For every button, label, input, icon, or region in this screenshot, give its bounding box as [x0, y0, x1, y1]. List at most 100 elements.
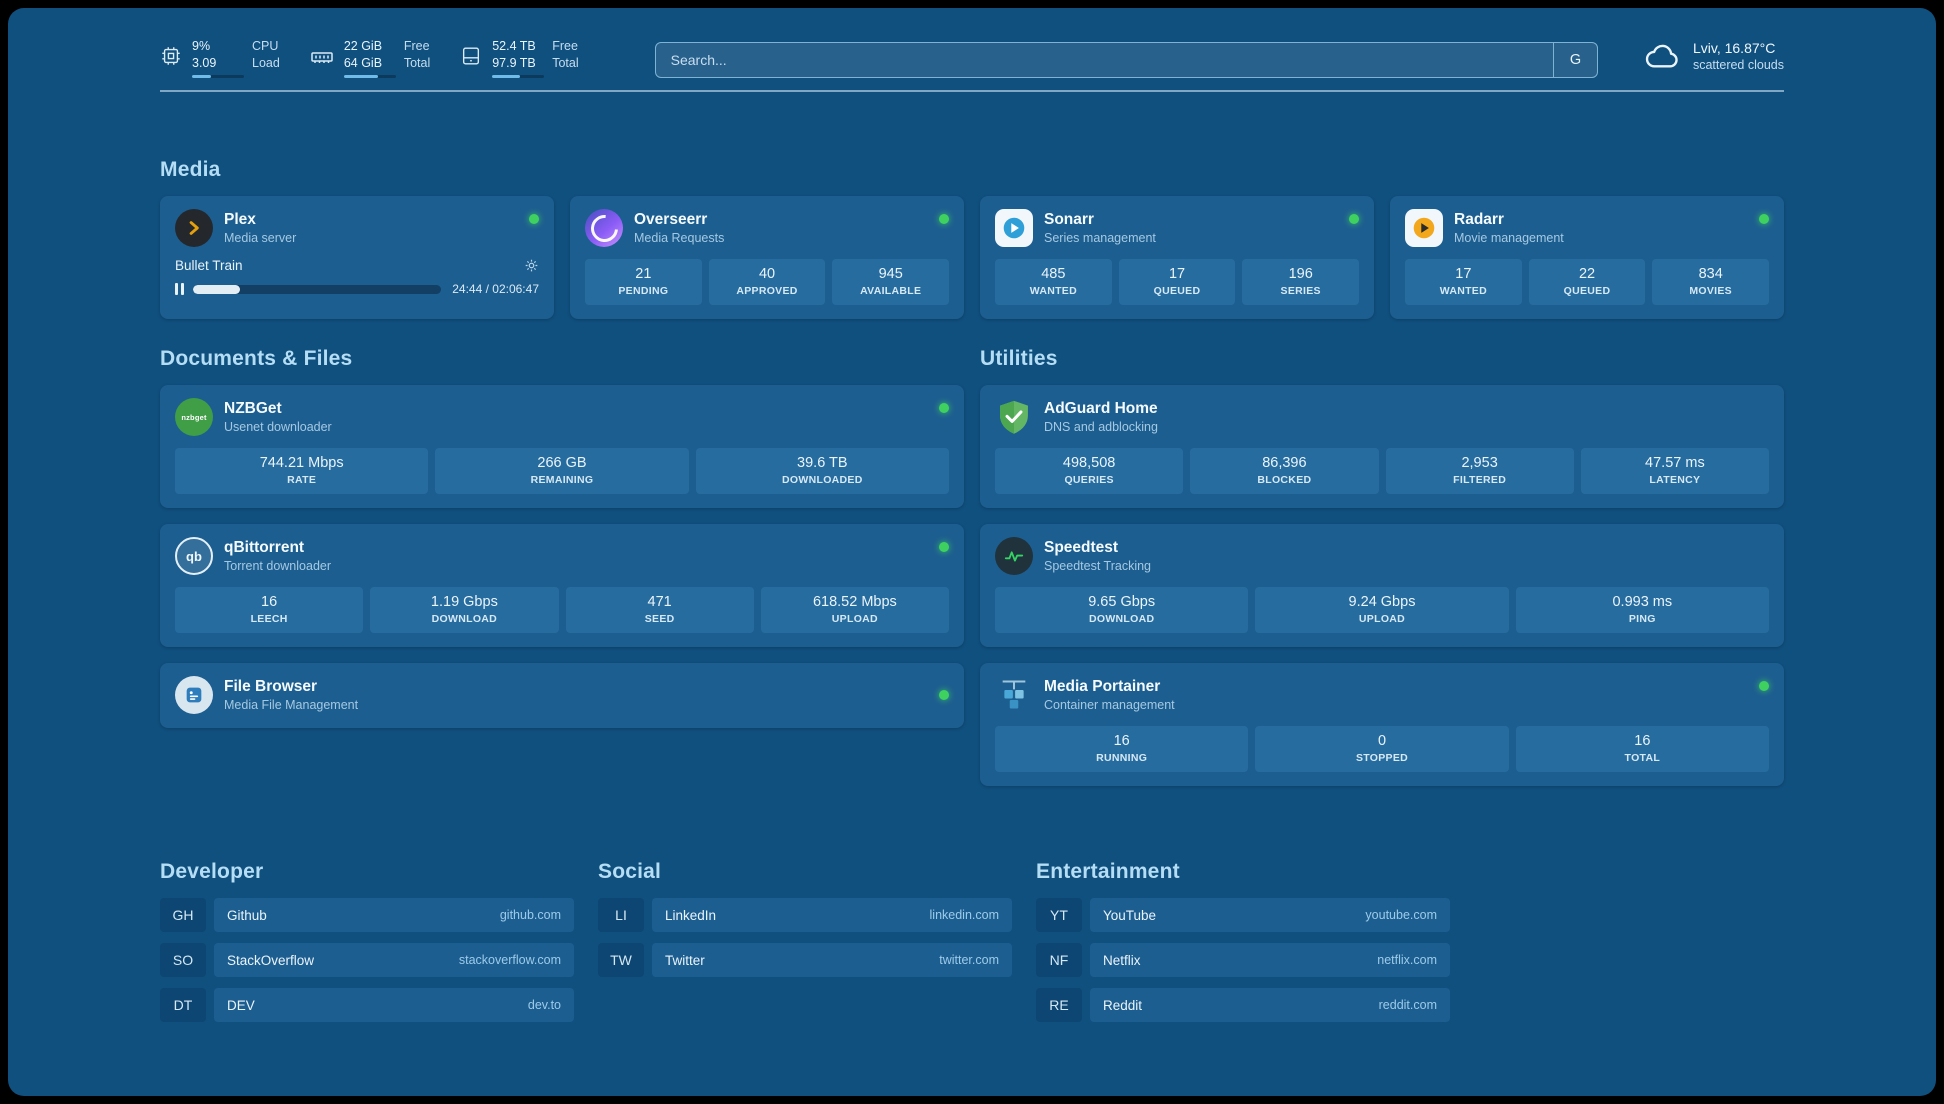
section-title-entertainment: Entertainment [1036, 860, 1180, 883]
now-playing-title: Bullet Train [175, 258, 243, 273]
portainer-icon [995, 676, 1033, 714]
stat-latency: 47.57 ms LATENCY [1580, 448, 1769, 494]
memory-total-value: 64 GiB [343, 55, 383, 70]
cpu-icon [160, 45, 182, 67]
stat-queued: 22 QUEUED [1528, 259, 1646, 305]
bookmark-youtube[interactable]: YT YouTube youtube.com [1036, 898, 1450, 932]
app-card-portainer[interactable]: Media Portainer Container management 16 R… [980, 663, 1784, 786]
stat-series: 196 SERIES [1242, 259, 1360, 305]
bookmark-name: YouTube [1103, 907, 1157, 923]
cpu-load-label: Load [252, 55, 280, 70]
search-bar: G [654, 42, 1598, 78]
bookmark-twitter[interactable]: TW Twitter twitter.com [598, 943, 1012, 977]
filebrowser-icon [175, 676, 213, 714]
app-card-radarr[interactable]: Radarr Movie management 17 WANTED 22 QUEUE… [1390, 196, 1784, 319]
bookmark-stackoverflow[interactable]: SO StackOverflow stackoverflow.com [160, 943, 574, 977]
bookmark-github[interactable]: GH Github github.com [160, 898, 574, 932]
plex-icon [175, 209, 213, 247]
bookmark-abbr: YT [1036, 898, 1082, 932]
app-name: Sonarr [1044, 211, 1094, 228]
section-title-utilities: Utilities [980, 347, 1058, 370]
app-subtitle: Media Requests [634, 231, 725, 245]
radarr-icon [1405, 209, 1443, 247]
search-input[interactable] [655, 43, 1553, 77]
memory-total-label: Total [403, 55, 431, 70]
app-card-nzbget[interactable]: nzbget NZBGet Usenet downloader 744.21 M… [160, 385, 964, 508]
section-title-developer: Developer [160, 860, 264, 883]
status-dot [939, 214, 949, 224]
bookmark-name: Twitter [665, 952, 705, 968]
bookmark-abbr: TW [598, 943, 644, 977]
weather-condition: scattered clouds [1692, 58, 1784, 72]
app-name: Radarr [1454, 211, 1504, 228]
app-card-speedtest[interactable]: Speedtest Speedtest Tracking 9.65 Gbps DO… [980, 524, 1784, 647]
stat-stopped: 0 STOPPED [1255, 726, 1509, 772]
status-dot [939, 690, 949, 700]
app-card-adguard[interactable]: AdGuard Home DNS and adblocking 498,508 Q… [980, 385, 1784, 508]
memory-free-label: Free [403, 39, 430, 53]
storage-total-label: Total [552, 55, 579, 70]
top-bar: 9% 3.09 CPU Load 22 GiB 64 GiB [160, 38, 1784, 78]
disk-icon [460, 45, 482, 67]
bookmark-reddit[interactable]: RE Reddit reddit.com [1036, 988, 1450, 1022]
status-dot [939, 403, 949, 413]
bookmark-linkedin[interactable]: LI LinkedIn linkedin.com [598, 898, 1012, 932]
ram-icon [310, 45, 334, 69]
cpu-label: CPU [252, 39, 279, 53]
bookmark-url: linkedin.com [929, 908, 999, 922]
gear-icon[interactable] [524, 258, 539, 273]
section-title-documents: Documents & Files [160, 347, 353, 370]
bookmark-url: dev.to [527, 998, 561, 1012]
stat-movies: 834 MOVIES [1652, 259, 1770, 305]
dashboard: 9% 3.09 CPU Load 22 GiB 64 GiB [8, 8, 1936, 1096]
app-name: Speedtest [1044, 539, 1119, 556]
bookmark-abbr: DT [160, 988, 206, 1022]
app-card-qbittorrent[interactable]: qb qBittorrent Torrent downloader 16 LEEC… [160, 524, 964, 647]
cpu-widget: 9% 3.09 CPU Load [160, 38, 280, 78]
bookmark-dev[interactable]: DT DEV dev.to [160, 988, 574, 1022]
cpu-load-value: 3.09 [192, 55, 217, 70]
status-dot [1349, 214, 1359, 224]
stat-total: 16 TOTAL [1515, 726, 1769, 772]
memory-usage-bar [343, 74, 396, 78]
weather-widget: Lviv, 16.87°C scattered clouds [1644, 40, 1784, 72]
stat-queued: 17 QUEUED [1118, 259, 1236, 305]
playback-time: 24:44 / 02:06:47 [452, 282, 539, 296]
app-subtitle: Media server [224, 231, 297, 245]
bookmark-url: netflix.com [1377, 953, 1437, 967]
search-engine-button[interactable]: G [1552, 43, 1597, 77]
storage-usage-bar [492, 74, 545, 78]
storage-free-label: Free [552, 39, 578, 53]
app-card-sonarr[interactable]: Sonarr Series management 485 WANTED 17 QUE… [980, 196, 1374, 319]
app-name: Plex [224, 211, 256, 228]
bookmark-url: youtube.com [1365, 908, 1437, 922]
stat-rate: 744.21 Mbps RATE [175, 448, 429, 494]
playback-progress-bar[interactable] [193, 284, 442, 294]
app-name: File Browser [224, 678, 318, 695]
sonarr-icon [995, 209, 1033, 247]
bookmark-abbr: GH [160, 898, 206, 932]
stat-blocked: 86,396 BLOCKED [1190, 448, 1379, 494]
bookmark-name: Netflix [1103, 952, 1141, 968]
stat-seed: 471 SEED [565, 587, 754, 633]
app-subtitle: Torrent downloader [224, 559, 332, 573]
stat-upload: 618.52 Mbps UPLOAD [760, 587, 949, 633]
app-card-overseerr[interactable]: Overseerr Media Requests 21 PENDING 40 APP… [570, 196, 964, 319]
stat-remaining: 266 GB REMAINING [435, 448, 689, 494]
pause-button[interactable] [175, 283, 184, 295]
app-card-filebrowser[interactable]: File Browser Media File Management [160, 663, 964, 728]
storage-free-value: 52.4 TB [492, 39, 536, 53]
bookmark-abbr: NF [1036, 943, 1082, 977]
app-subtitle: Speedtest Tracking [1044, 559, 1152, 573]
status-dot [1759, 214, 1769, 224]
bookmark-url: twitter.com [939, 953, 999, 967]
app-card-plex[interactable]: Plex Media server Bullet Train [160, 196, 554, 319]
cpu-usage-value: 9% [192, 39, 211, 53]
app-name: qBittorrent [224, 539, 305, 556]
bookmark-name: DEV [227, 997, 255, 1013]
bookmark-netflix[interactable]: NF Netflix netflix.com [1036, 943, 1450, 977]
status-dot [529, 214, 539, 224]
cloud-icon [1644, 41, 1682, 71]
stat-approved: 40 APPROVED [708, 259, 826, 305]
status-dot [939, 542, 949, 552]
